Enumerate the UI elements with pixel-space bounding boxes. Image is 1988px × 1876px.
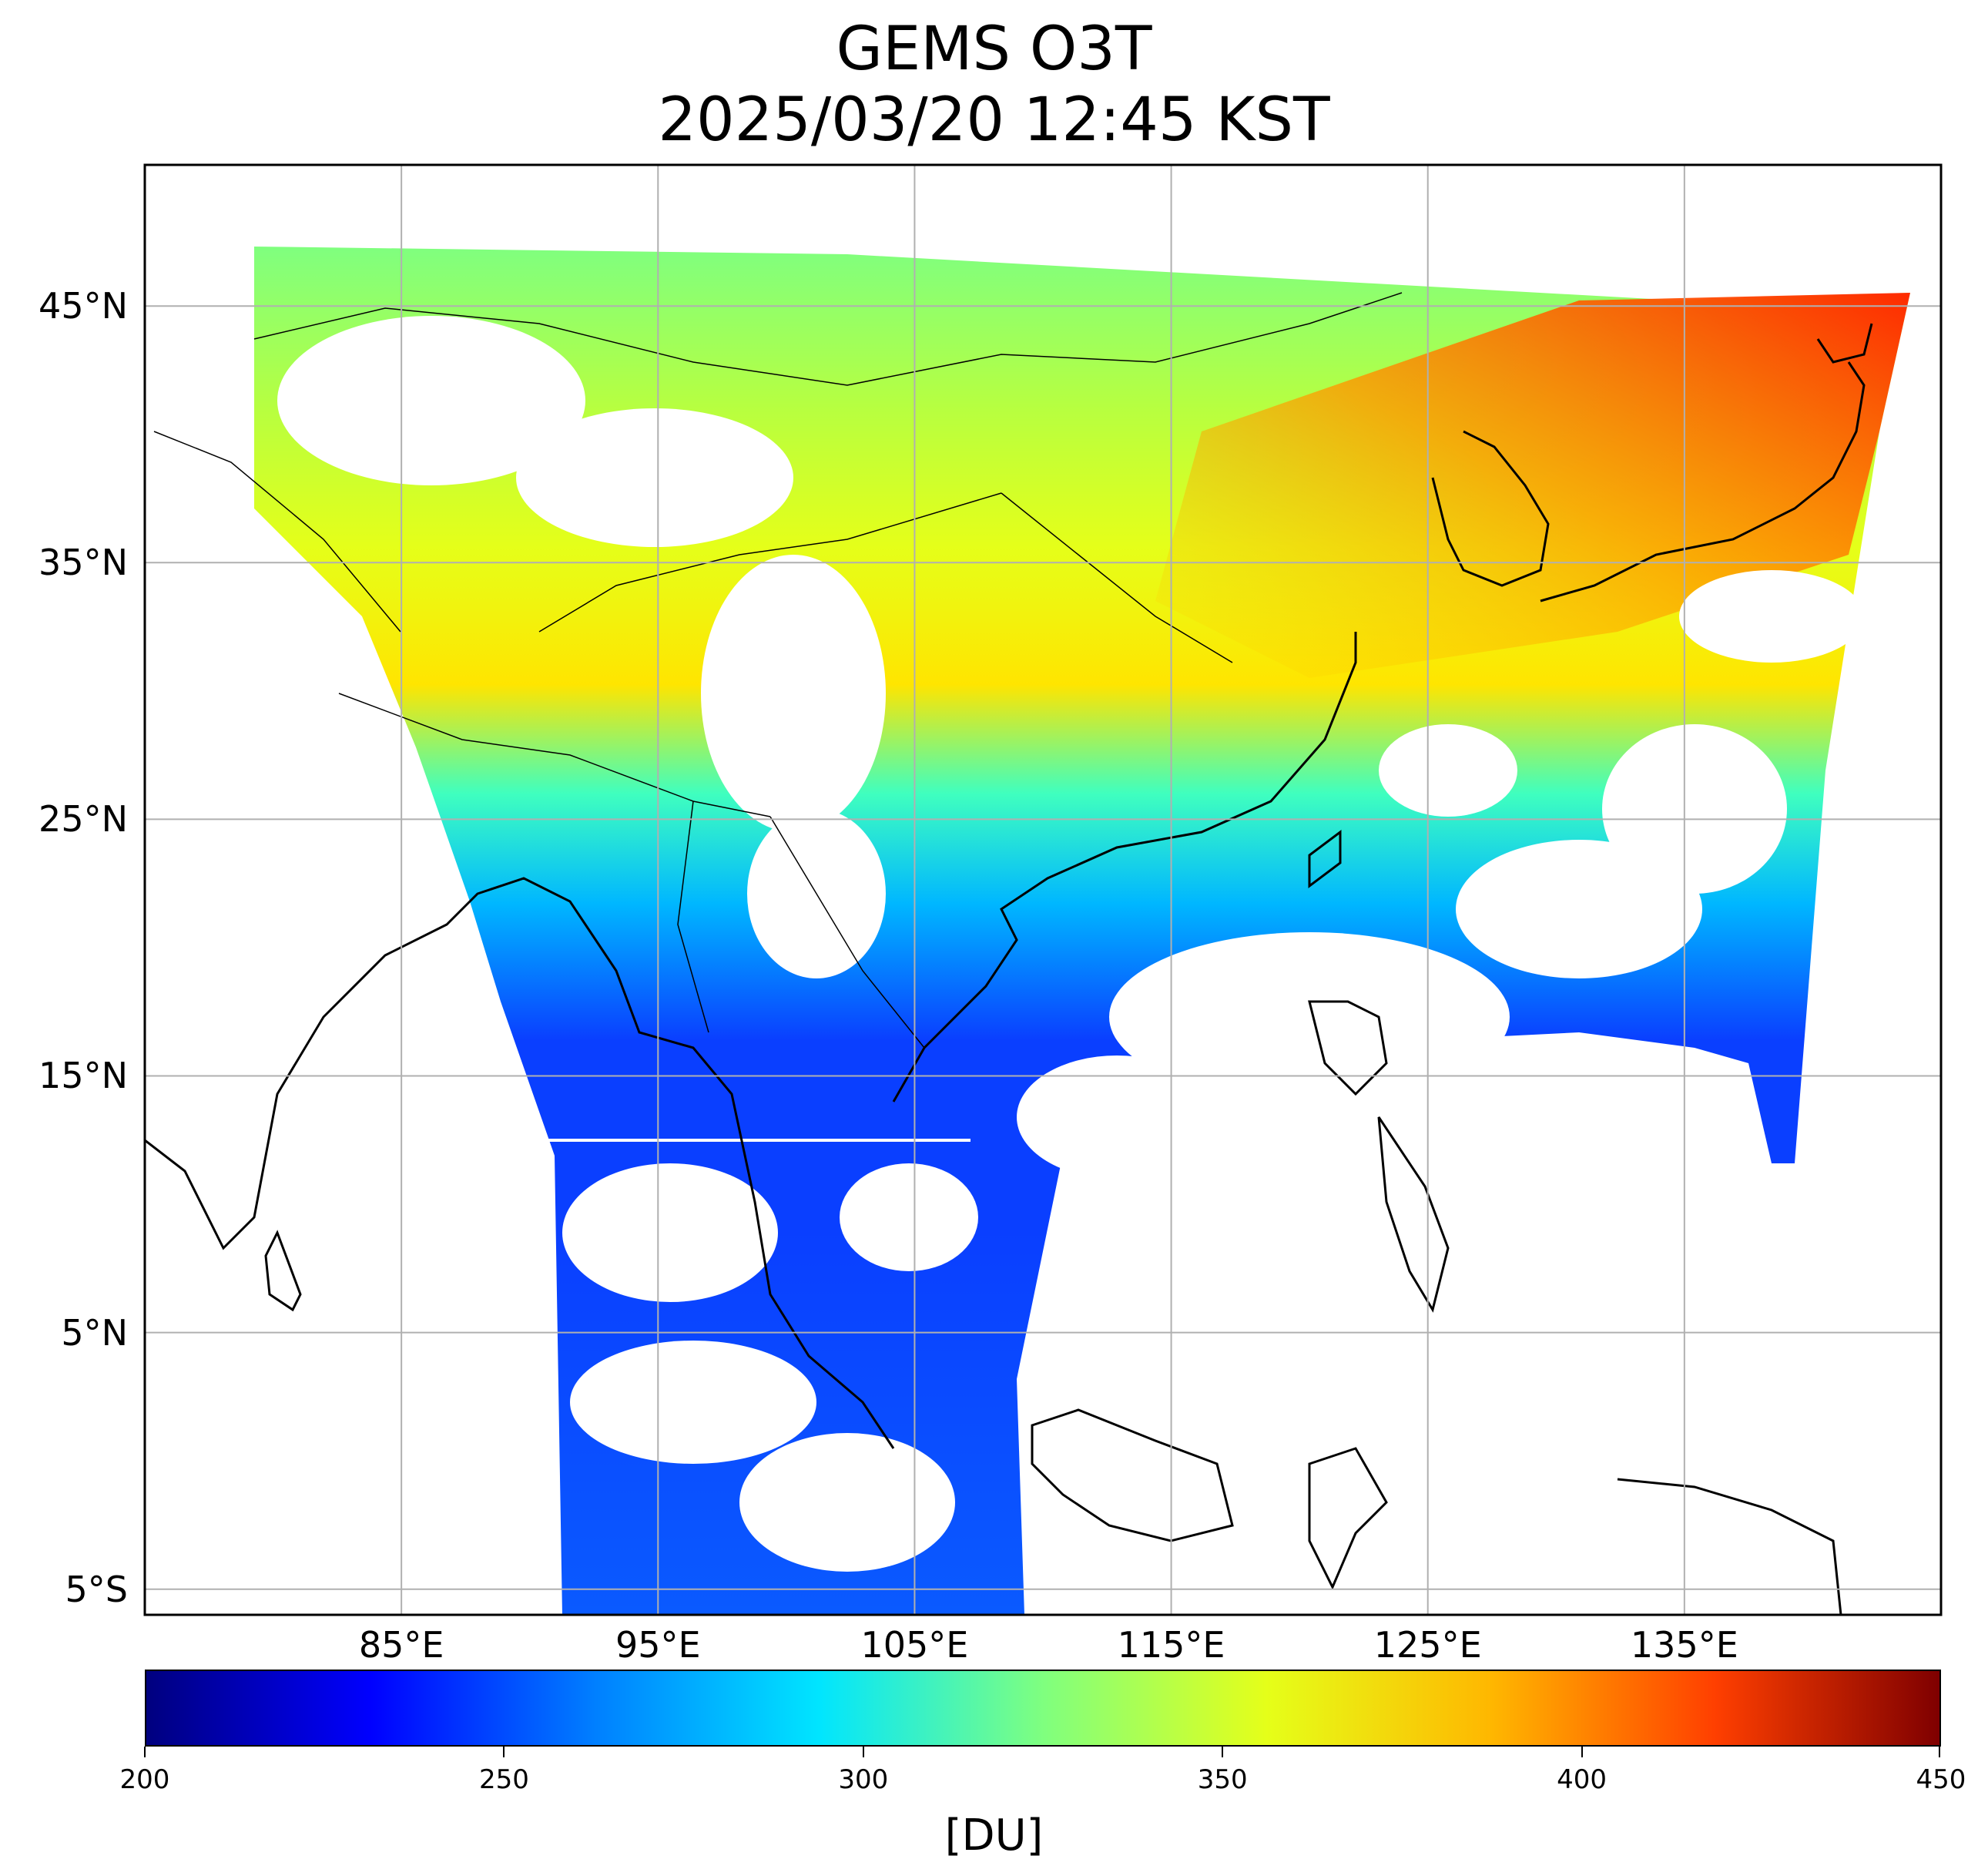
colorbar-tick-label: 300 — [838, 1764, 889, 1795]
colorbar-tick — [862, 1747, 864, 1757]
borders — [153, 292, 1403, 1049]
colorbar-tick-label: 250 — [478, 1764, 529, 1795]
lat-label: 45°N — [39, 285, 128, 327]
colorbar-tick-label: 400 — [1557, 1764, 1607, 1795]
colorbar-unit: [DU] — [944, 1811, 1044, 1861]
colorbar-tick — [1939, 1747, 1940, 1757]
ozone-field — [145, 247, 1910, 1615]
colorbar-tick — [144, 1747, 146, 1757]
colorbar-tick — [503, 1747, 505, 1757]
lon-label: 115°E — [1117, 1624, 1225, 1666]
coastlines — [145, 323, 1873, 1615]
colorbar-tick-label: 450 — [1916, 1764, 1966, 1795]
gridlines — [145, 165, 1941, 1615]
lat-label: 35°N — [39, 542, 128, 584]
lat-label: 5°N — [61, 1311, 128, 1354]
colorbar-tick — [1581, 1747, 1583, 1757]
colorbar-tick — [1222, 1747, 1224, 1757]
colorbar-tick-label: 200 — [119, 1764, 170, 1795]
scan-gap — [539, 1139, 971, 1142]
colorbar-tick-label: 350 — [1197, 1764, 1248, 1795]
lon-label: 95°E — [615, 1624, 701, 1666]
lat-label: 25°N — [39, 798, 128, 841]
colorbar — [145, 1670, 1941, 1747]
map-title: GEMS O3T — [836, 15, 1152, 84]
cloud-gaps — [277, 316, 1864, 1572]
lon-label: 105°E — [860, 1624, 969, 1666]
map-frame — [143, 163, 1943, 1616]
lon-label: 135°E — [1630, 1624, 1738, 1666]
lat-label: 5°S — [65, 1568, 128, 1610]
lon-label: 125°E — [1373, 1624, 1482, 1666]
lat-label: 15°N — [39, 1055, 128, 1097]
lon-label: 85°E — [358, 1624, 444, 1666]
map-timestamp: 2025/03/20 12:45 KST — [658, 86, 1330, 155]
